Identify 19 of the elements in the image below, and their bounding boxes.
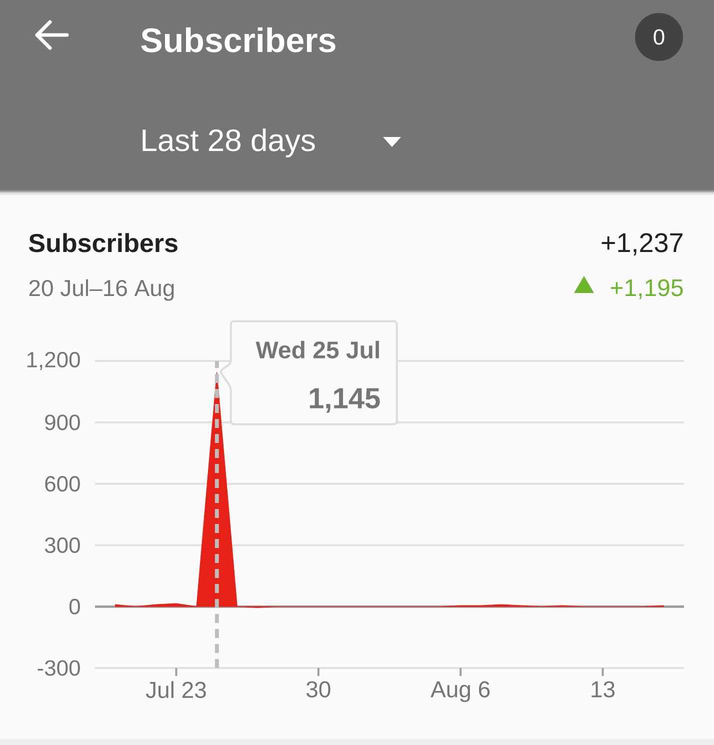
annotation: 1,145 xyxy=(310,388,380,413)
text: Last 28 days xyxy=(142,128,315,158)
chart-title: Subscribers xyxy=(28,233,178,252)
y-tick-label: 300 xyxy=(44,537,80,553)
text: +1,237 xyxy=(602,233,682,256)
text: Subscribers xyxy=(141,27,336,52)
y-tick-label: 1,200 xyxy=(27,352,80,370)
annotation: Wed 25 Jul xyxy=(256,340,379,358)
chart-subtitle: 20 Jul–16 Aug xyxy=(29,279,174,301)
y-tick-label: 900 xyxy=(45,414,80,430)
x-tick-label: 13 xyxy=(592,681,615,698)
y-tick-label: 600 xyxy=(45,476,80,492)
x-tick-label: Aug 6 xyxy=(430,681,490,702)
x-tick-label: 30 xyxy=(306,681,330,698)
y-tick-label: -300 xyxy=(38,660,80,676)
y-tick-label: 0 xyxy=(69,598,80,614)
text: +1,195 xyxy=(610,279,683,300)
text: 0 xyxy=(654,29,664,45)
x-tick-label: Jul 23 xyxy=(146,681,206,698)
